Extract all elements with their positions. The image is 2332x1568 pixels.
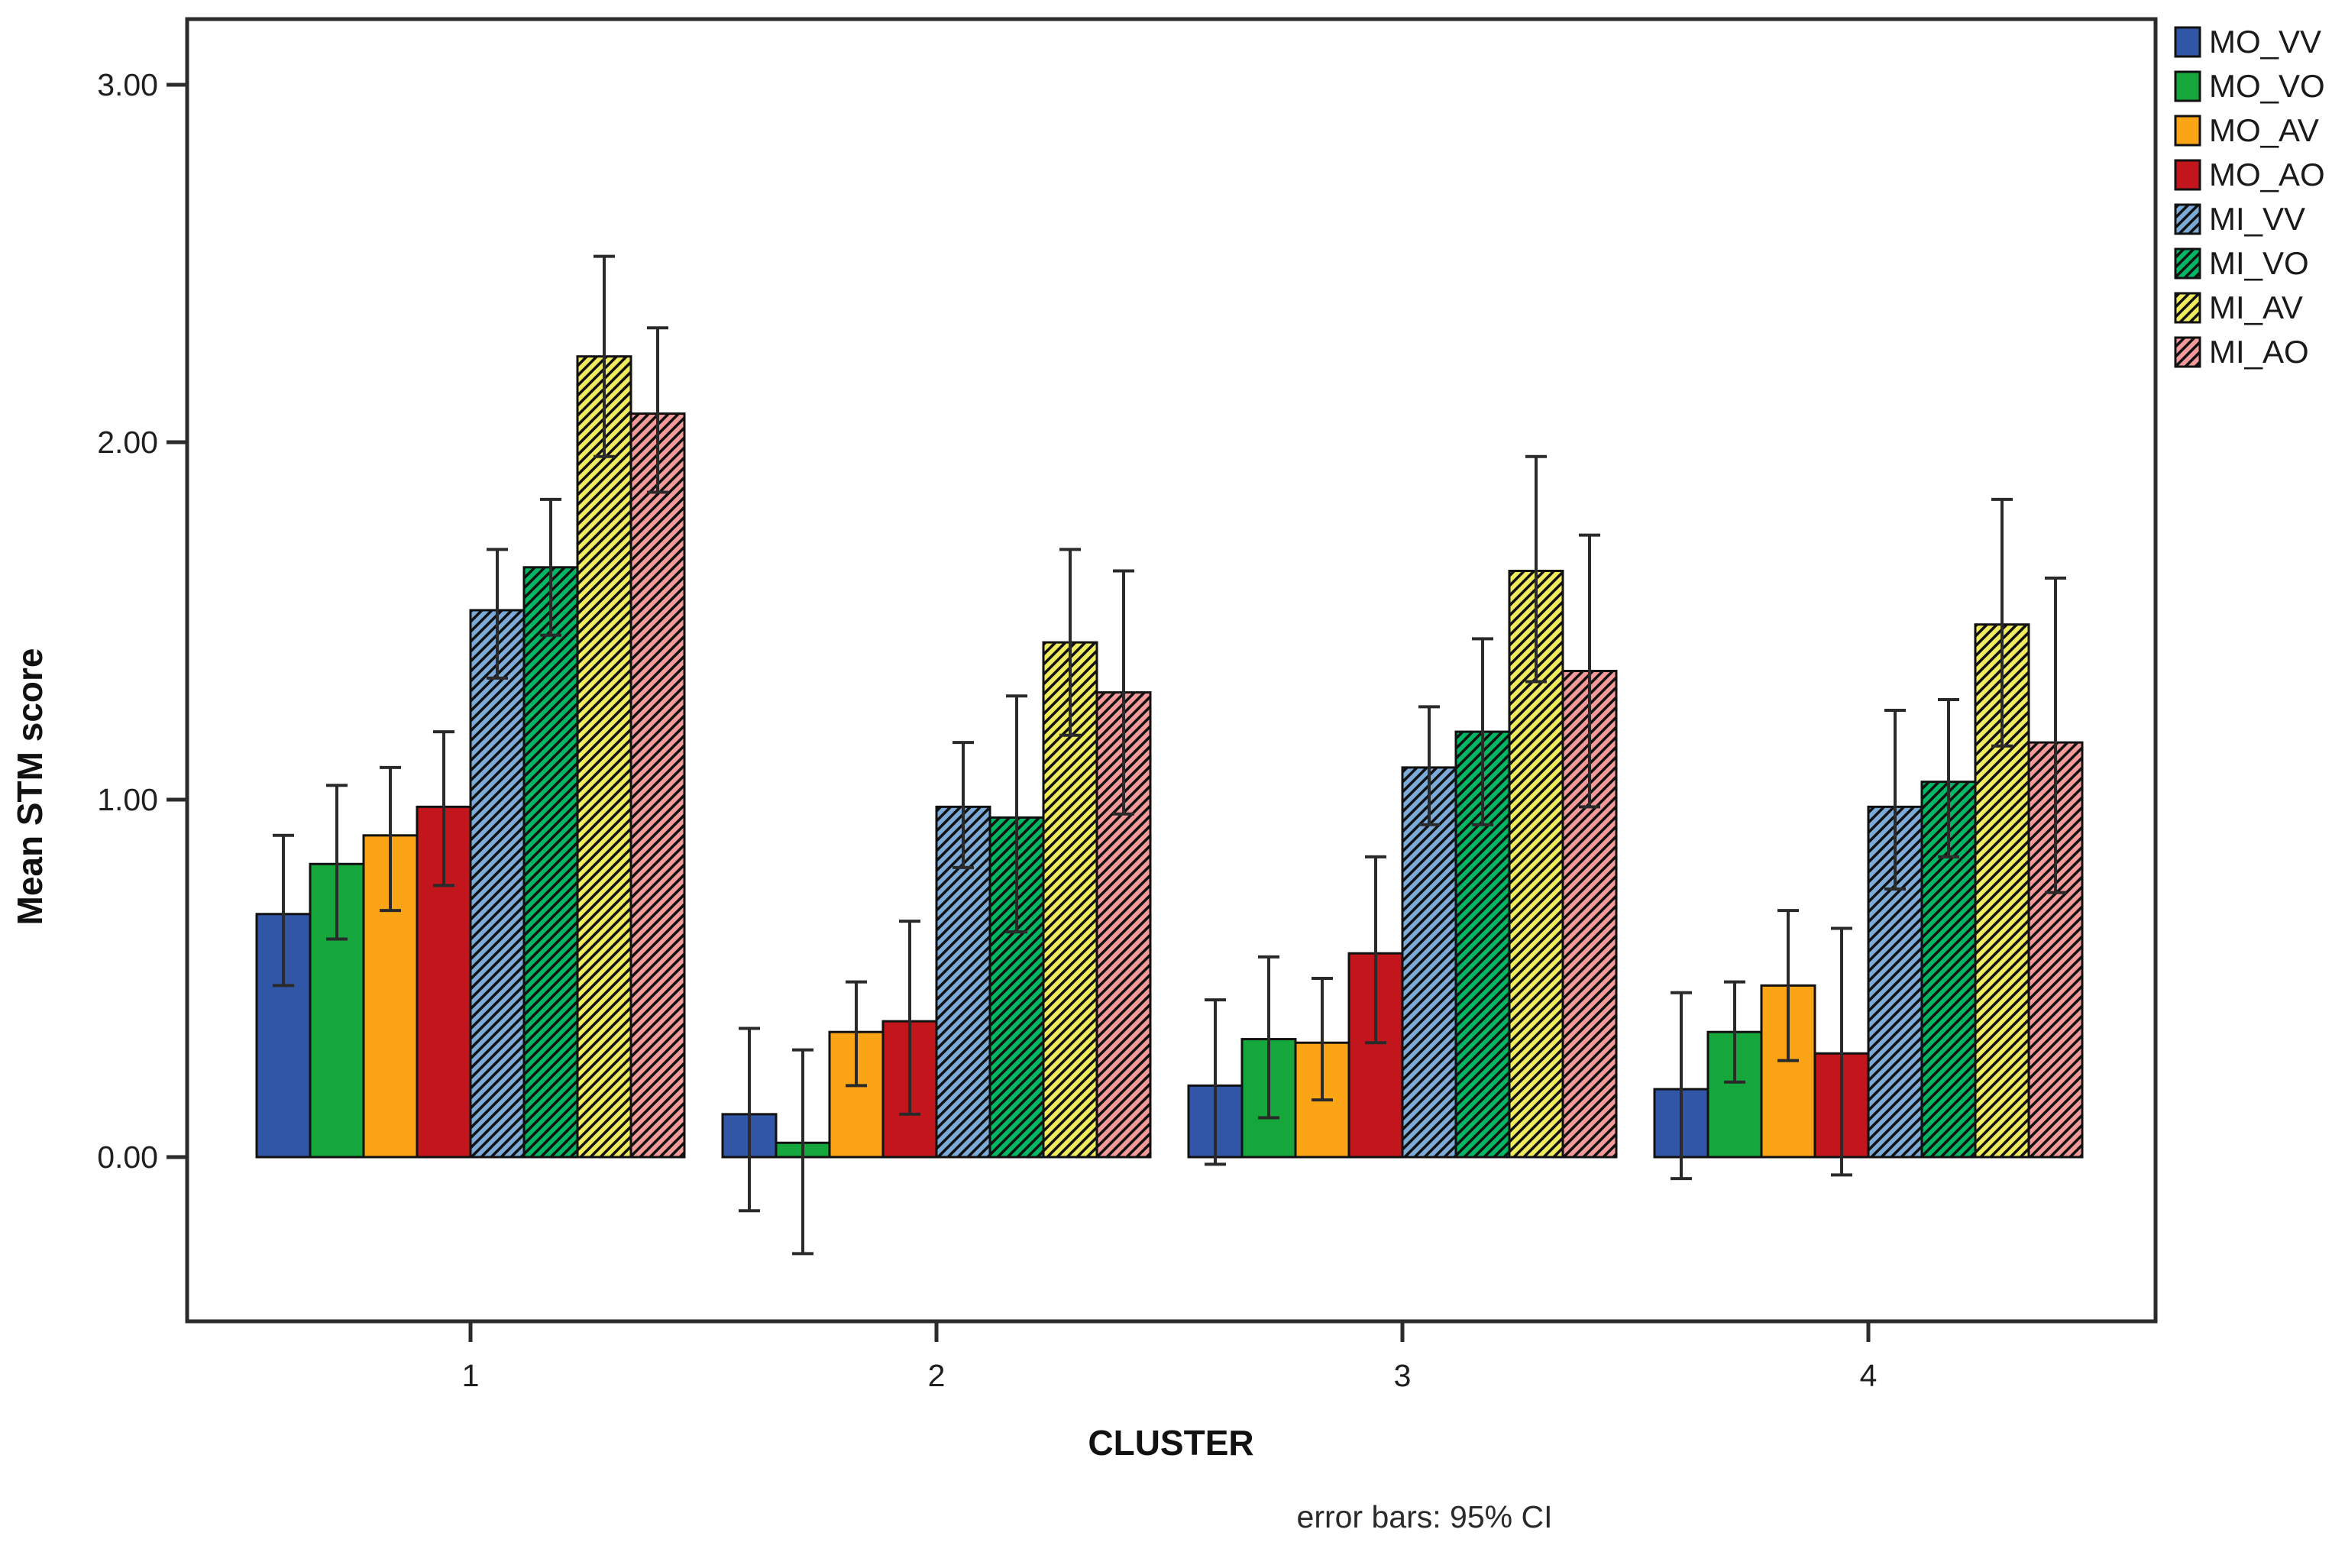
legend-label: MI_AO xyxy=(2209,334,2309,370)
legend-label: MI_VO xyxy=(2209,245,2309,281)
bar-MI_AO-cluster-1 xyxy=(629,412,686,1159)
legend-item-MO_VV: MO_VV xyxy=(2174,24,2321,60)
y-tick-label: 0.00 xyxy=(97,1140,158,1175)
legend-label: MI_AV xyxy=(2209,289,2303,325)
bar-MI_VV-cluster-1 xyxy=(469,609,526,1159)
legend-swatch xyxy=(2174,336,2201,368)
legend: MO_VV MO_VO MO_AV MO_AO MI_VV MI_VO MI_AV MI_AO xyxy=(2174,24,2325,370)
legend-label: MI_VV xyxy=(2209,201,2305,237)
legend-label: MO_AO xyxy=(2209,157,2325,192)
bar-MO_AO-cluster-1 xyxy=(416,805,472,1159)
legend-swatch xyxy=(2174,70,2201,102)
legend-swatch xyxy=(2174,115,2201,147)
x-tick-label: 2 xyxy=(928,1358,946,1393)
bar-MI_VO-cluster-1 xyxy=(522,566,579,1159)
x-tick-label: 3 xyxy=(1394,1358,1412,1393)
legend-swatch xyxy=(2174,26,2201,58)
x-tick-label: 1 xyxy=(462,1358,480,1393)
x-axis-title: CLUSTER xyxy=(1088,1423,1253,1463)
axis-layer: 0.00 1.00 2.00 3.00 1 2 3 4 xyxy=(97,67,1877,1393)
legend-item-MO_AO: MO_AO xyxy=(2174,157,2325,192)
legend-label: MO_AV xyxy=(2209,112,2319,148)
legend-item-MI_AV: MI_AV xyxy=(2174,289,2303,325)
y-axis-title: Mean STM score xyxy=(10,648,50,926)
bar-MI_AV-cluster-1 xyxy=(576,355,632,1159)
y-tick-label: 3.00 xyxy=(97,67,158,102)
legend-item-MI_VO: MI_VO xyxy=(2174,245,2309,281)
legend-swatch xyxy=(2174,247,2201,280)
error-bars-layer xyxy=(273,254,2066,1256)
legend-item-MI_VV: MI_VV xyxy=(2174,201,2305,237)
error-bar-caption: error bars: 95% CI xyxy=(1297,1499,1553,1534)
legend-swatch xyxy=(2174,203,2201,235)
y-tick-label: 1.00 xyxy=(97,782,158,817)
legend-swatch xyxy=(2174,292,2201,324)
legend-swatch xyxy=(2174,159,2201,191)
legend-item-MO_VO: MO_VO xyxy=(2174,68,2325,104)
legend-label: MO_VV xyxy=(2209,24,2321,60)
y-tick-label: 2.00 xyxy=(97,425,158,460)
legend-item-MO_AV: MO_AV xyxy=(2174,112,2319,148)
legend-item-MI_AO: MI_AO xyxy=(2174,334,2309,370)
legend-label: MO_VO xyxy=(2209,68,2325,104)
x-tick-label: 4 xyxy=(1860,1358,1878,1393)
